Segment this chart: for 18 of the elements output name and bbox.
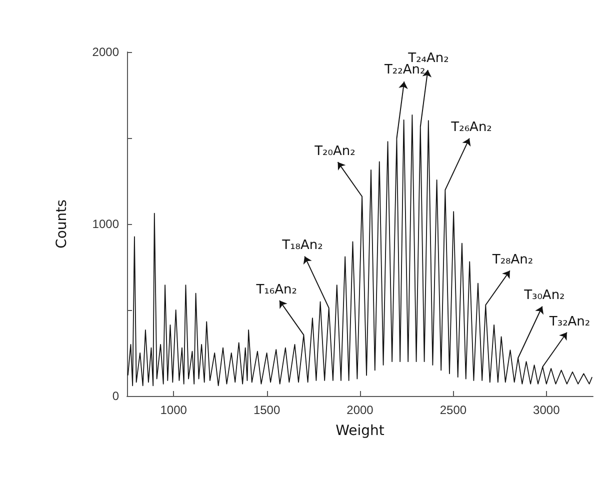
- x-tick-label: 1500: [253, 403, 280, 417]
- x-axis-title: Weight: [336, 423, 385, 439]
- y-tick-label: 1000: [92, 217, 120, 231]
- annotation: T₂₀An₂: [314, 144, 356, 159]
- annotation: T₂₂An₂: [383, 62, 426, 78]
- annotation: T₁₈An₂: [281, 238, 323, 253]
- y-tick-label: 2000: [92, 45, 120, 59]
- x-tick-label: 2500: [440, 403, 467, 417]
- annotation: T₃₀An₂: [523, 288, 565, 303]
- x-tick-label: 3000: [533, 403, 560, 417]
- annotation: T₃₂An₂: [548, 314, 590, 330]
- y-axis-title: Counts: [54, 200, 70, 248]
- annotation: T₂₈An₂: [491, 252, 534, 268]
- x-tick-label: 1000: [160, 403, 188, 417]
- y-tick-label: 0: [112, 389, 120, 403]
- annotation: T₁₆An₂: [255, 282, 297, 298]
- annotation: T₂₆An₂: [450, 120, 492, 135]
- x-tick-label: 2000: [346, 403, 374, 417]
